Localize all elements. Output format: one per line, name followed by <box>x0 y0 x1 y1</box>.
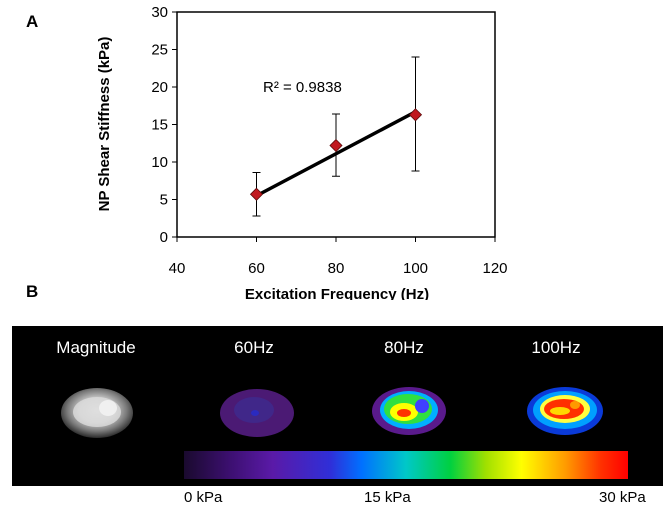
y-tick-label: 15 <box>151 117 168 134</box>
r-squared-annotation: R² = 0.9838 <box>263 79 342 96</box>
panel-label-b: B <box>26 282 39 301</box>
mri-scan-80hz <box>372 387 446 435</box>
shear-stiffness-chart: 0 5 10 15 20 25 30 40 60 80 100 120 R² = 0.9838 Exc… <box>96 4 508 300</box>
data-point-marker <box>249 187 264 201</box>
panel-label-a: A <box>26 12 39 31</box>
x-tick-label: 40 <box>169 260 186 277</box>
y-tick-label: 0 <box>160 229 168 246</box>
data-points <box>249 108 423 201</box>
chart-axes: 0 5 10 15 20 25 30 40 60 80 100 120 <box>151 4 507 277</box>
x-tick-label: 80 <box>328 260 345 277</box>
y-tick-label: 25 <box>151 42 168 59</box>
y-tick-label: 20 <box>151 79 168 96</box>
data-point-marker <box>329 138 343 153</box>
x-tick-label: 100 <box>403 260 428 277</box>
mri-scan-magnitude <box>61 388 133 438</box>
y-tick-label: 5 <box>160 192 168 209</box>
y-axis-title: NP Shear Stiffness (kPa) <box>96 37 113 212</box>
mri-label-80hz: 80Hz <box>384 338 424 357</box>
x-tick-label: 60 <box>248 260 265 277</box>
mri-scan-60hz <box>220 389 294 437</box>
y-tick-label: 30 <box>151 4 168 21</box>
mri-label-60hz: 60Hz <box>234 338 274 357</box>
y-tick-label: 10 <box>151 154 168 171</box>
x-tick-label: 120 <box>482 260 507 277</box>
colorbar-mid-label: 15 kPa <box>364 489 411 506</box>
data-point-marker <box>408 108 423 122</box>
colorbar-max-label: 30 kPa <box>599 489 646 506</box>
stiffness-colorbar <box>184 451 628 479</box>
trendline-group <box>255 110 417 198</box>
x-axis-title: Excitation Frequency (Hz) <box>245 286 429 300</box>
mri-scan-100hz <box>527 387 603 435</box>
mri-label-100hz: 100Hz <box>531 338 581 357</box>
colorbar-min-label: 0 kPa <box>184 489 223 506</box>
mri-label-magnitude: Magnitude <box>56 338 136 357</box>
trendline <box>255 110 417 198</box>
